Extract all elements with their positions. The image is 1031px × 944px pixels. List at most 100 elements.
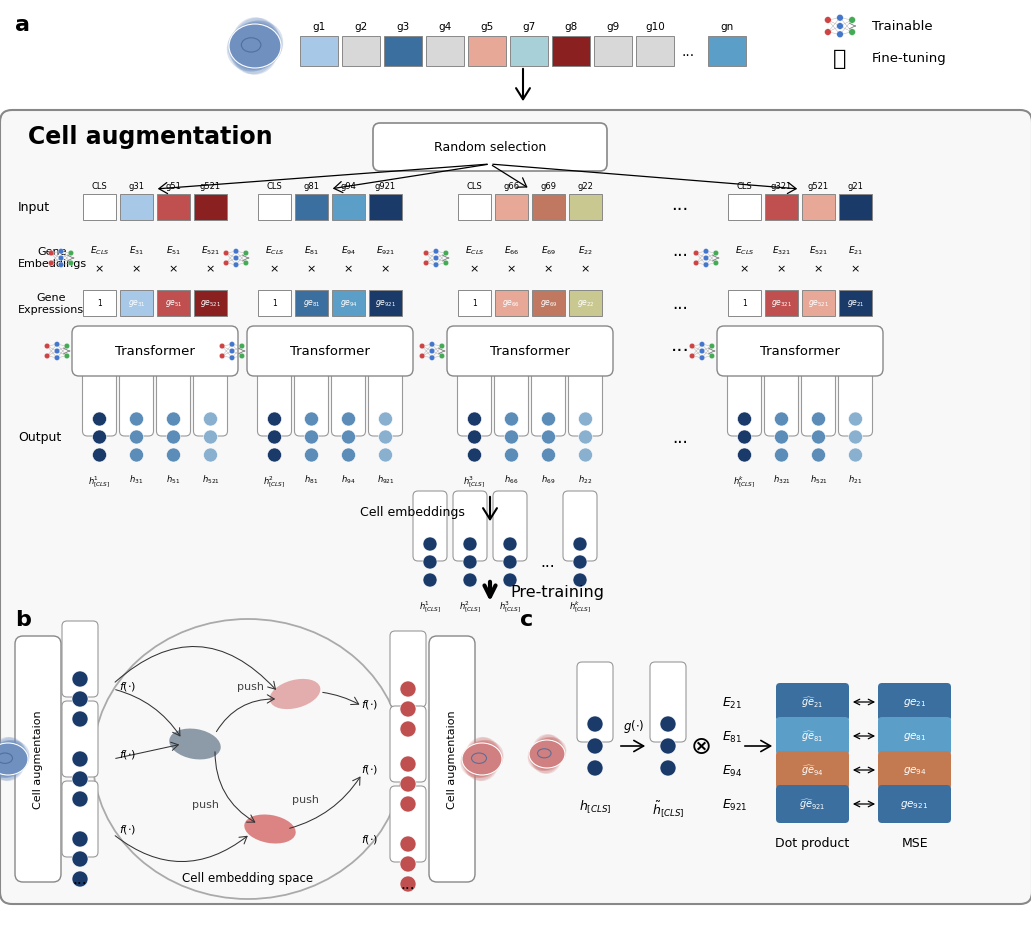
Text: ×: × xyxy=(580,263,590,274)
Circle shape xyxy=(433,262,439,268)
FancyBboxPatch shape xyxy=(776,751,849,789)
Ellipse shape xyxy=(0,744,25,775)
Circle shape xyxy=(541,448,556,463)
Circle shape xyxy=(267,430,281,445)
Circle shape xyxy=(72,871,88,887)
Circle shape xyxy=(400,701,415,717)
Bar xyxy=(426,37,464,67)
Text: $E_{921}$: $E_{921}$ xyxy=(722,797,747,812)
Text: Cell augmentation: Cell augmentation xyxy=(28,125,272,149)
Ellipse shape xyxy=(463,740,501,779)
Circle shape xyxy=(849,448,863,463)
Text: Cell embeddings: Cell embeddings xyxy=(360,506,465,519)
Circle shape xyxy=(699,349,705,354)
Text: Random selection: Random selection xyxy=(434,142,546,154)
Bar xyxy=(839,194,872,221)
Ellipse shape xyxy=(0,742,29,776)
FancyBboxPatch shape xyxy=(413,492,447,562)
Text: Pre-training: Pre-training xyxy=(510,585,604,599)
Circle shape xyxy=(48,261,54,266)
Circle shape xyxy=(341,413,356,427)
Ellipse shape xyxy=(532,737,563,771)
Text: $h_{521}$: $h_{521}$ xyxy=(201,474,220,486)
Bar xyxy=(802,291,835,316)
Text: ...: ... xyxy=(681,45,695,59)
Circle shape xyxy=(578,413,593,427)
Text: c: c xyxy=(520,610,533,630)
Text: $h^1_{[CLS]}$: $h^1_{[CLS]}$ xyxy=(419,598,441,614)
Bar xyxy=(510,37,548,67)
Text: $ge_{94}$: $ge_{94}$ xyxy=(902,765,927,776)
Circle shape xyxy=(93,430,106,445)
Bar xyxy=(765,291,798,316)
Text: $g(\cdot)$: $g(\cdot)$ xyxy=(624,717,644,734)
Circle shape xyxy=(709,354,714,360)
Text: Transformer: Transformer xyxy=(290,346,370,358)
FancyBboxPatch shape xyxy=(258,366,292,436)
Bar xyxy=(458,194,491,221)
Circle shape xyxy=(203,448,218,463)
Bar xyxy=(295,291,328,316)
Ellipse shape xyxy=(464,745,500,774)
Circle shape xyxy=(573,537,587,551)
Circle shape xyxy=(59,249,64,255)
Text: $ge_{66}$: $ge_{66}$ xyxy=(502,298,521,310)
FancyBboxPatch shape xyxy=(82,366,117,436)
Text: g31: g31 xyxy=(129,182,144,191)
Text: $\otimes$: $\otimes$ xyxy=(690,734,710,758)
Circle shape xyxy=(811,430,826,445)
FancyBboxPatch shape xyxy=(295,366,329,436)
Circle shape xyxy=(429,349,435,354)
Circle shape xyxy=(467,448,481,463)
Circle shape xyxy=(849,29,856,36)
Circle shape xyxy=(660,738,676,754)
Circle shape xyxy=(737,448,752,463)
Text: g3: g3 xyxy=(396,22,409,32)
FancyBboxPatch shape xyxy=(62,701,98,777)
FancyBboxPatch shape xyxy=(717,327,883,377)
Ellipse shape xyxy=(169,729,221,760)
Ellipse shape xyxy=(0,740,23,778)
Circle shape xyxy=(463,555,477,569)
Ellipse shape xyxy=(533,738,561,770)
Circle shape xyxy=(304,413,319,427)
FancyBboxPatch shape xyxy=(878,683,951,721)
Circle shape xyxy=(467,430,481,445)
Circle shape xyxy=(378,448,393,463)
Text: ...: ... xyxy=(671,195,689,213)
Ellipse shape xyxy=(471,753,487,764)
Text: Fine-tuning: Fine-tuning xyxy=(872,53,946,65)
Text: CLS: CLS xyxy=(736,182,753,191)
Bar xyxy=(369,194,402,221)
Circle shape xyxy=(72,831,88,847)
Text: 🔥: 🔥 xyxy=(833,49,846,69)
Ellipse shape xyxy=(0,741,24,777)
Circle shape xyxy=(233,262,239,268)
Circle shape xyxy=(72,791,88,807)
FancyBboxPatch shape xyxy=(390,786,426,862)
Circle shape xyxy=(573,555,587,569)
Ellipse shape xyxy=(529,740,565,768)
FancyBboxPatch shape xyxy=(801,366,835,436)
Circle shape xyxy=(429,356,435,361)
Text: 1: 1 xyxy=(272,299,277,308)
Ellipse shape xyxy=(462,743,502,775)
Ellipse shape xyxy=(462,743,502,775)
Ellipse shape xyxy=(0,740,30,778)
Circle shape xyxy=(587,716,603,733)
Text: $ge_{81}$: $ge_{81}$ xyxy=(903,731,926,742)
Ellipse shape xyxy=(230,19,279,76)
Circle shape xyxy=(699,342,705,347)
Text: gn: gn xyxy=(721,22,734,32)
Text: ×: × xyxy=(307,263,317,274)
Text: g94: g94 xyxy=(340,182,357,191)
Text: push: push xyxy=(192,800,219,809)
Text: CLS: CLS xyxy=(267,182,282,191)
Text: ×: × xyxy=(470,263,479,274)
Text: Transformer: Transformer xyxy=(115,346,195,358)
Bar xyxy=(342,37,380,67)
Ellipse shape xyxy=(528,739,566,769)
Ellipse shape xyxy=(534,737,560,771)
Bar xyxy=(384,37,422,67)
Circle shape xyxy=(224,251,229,257)
